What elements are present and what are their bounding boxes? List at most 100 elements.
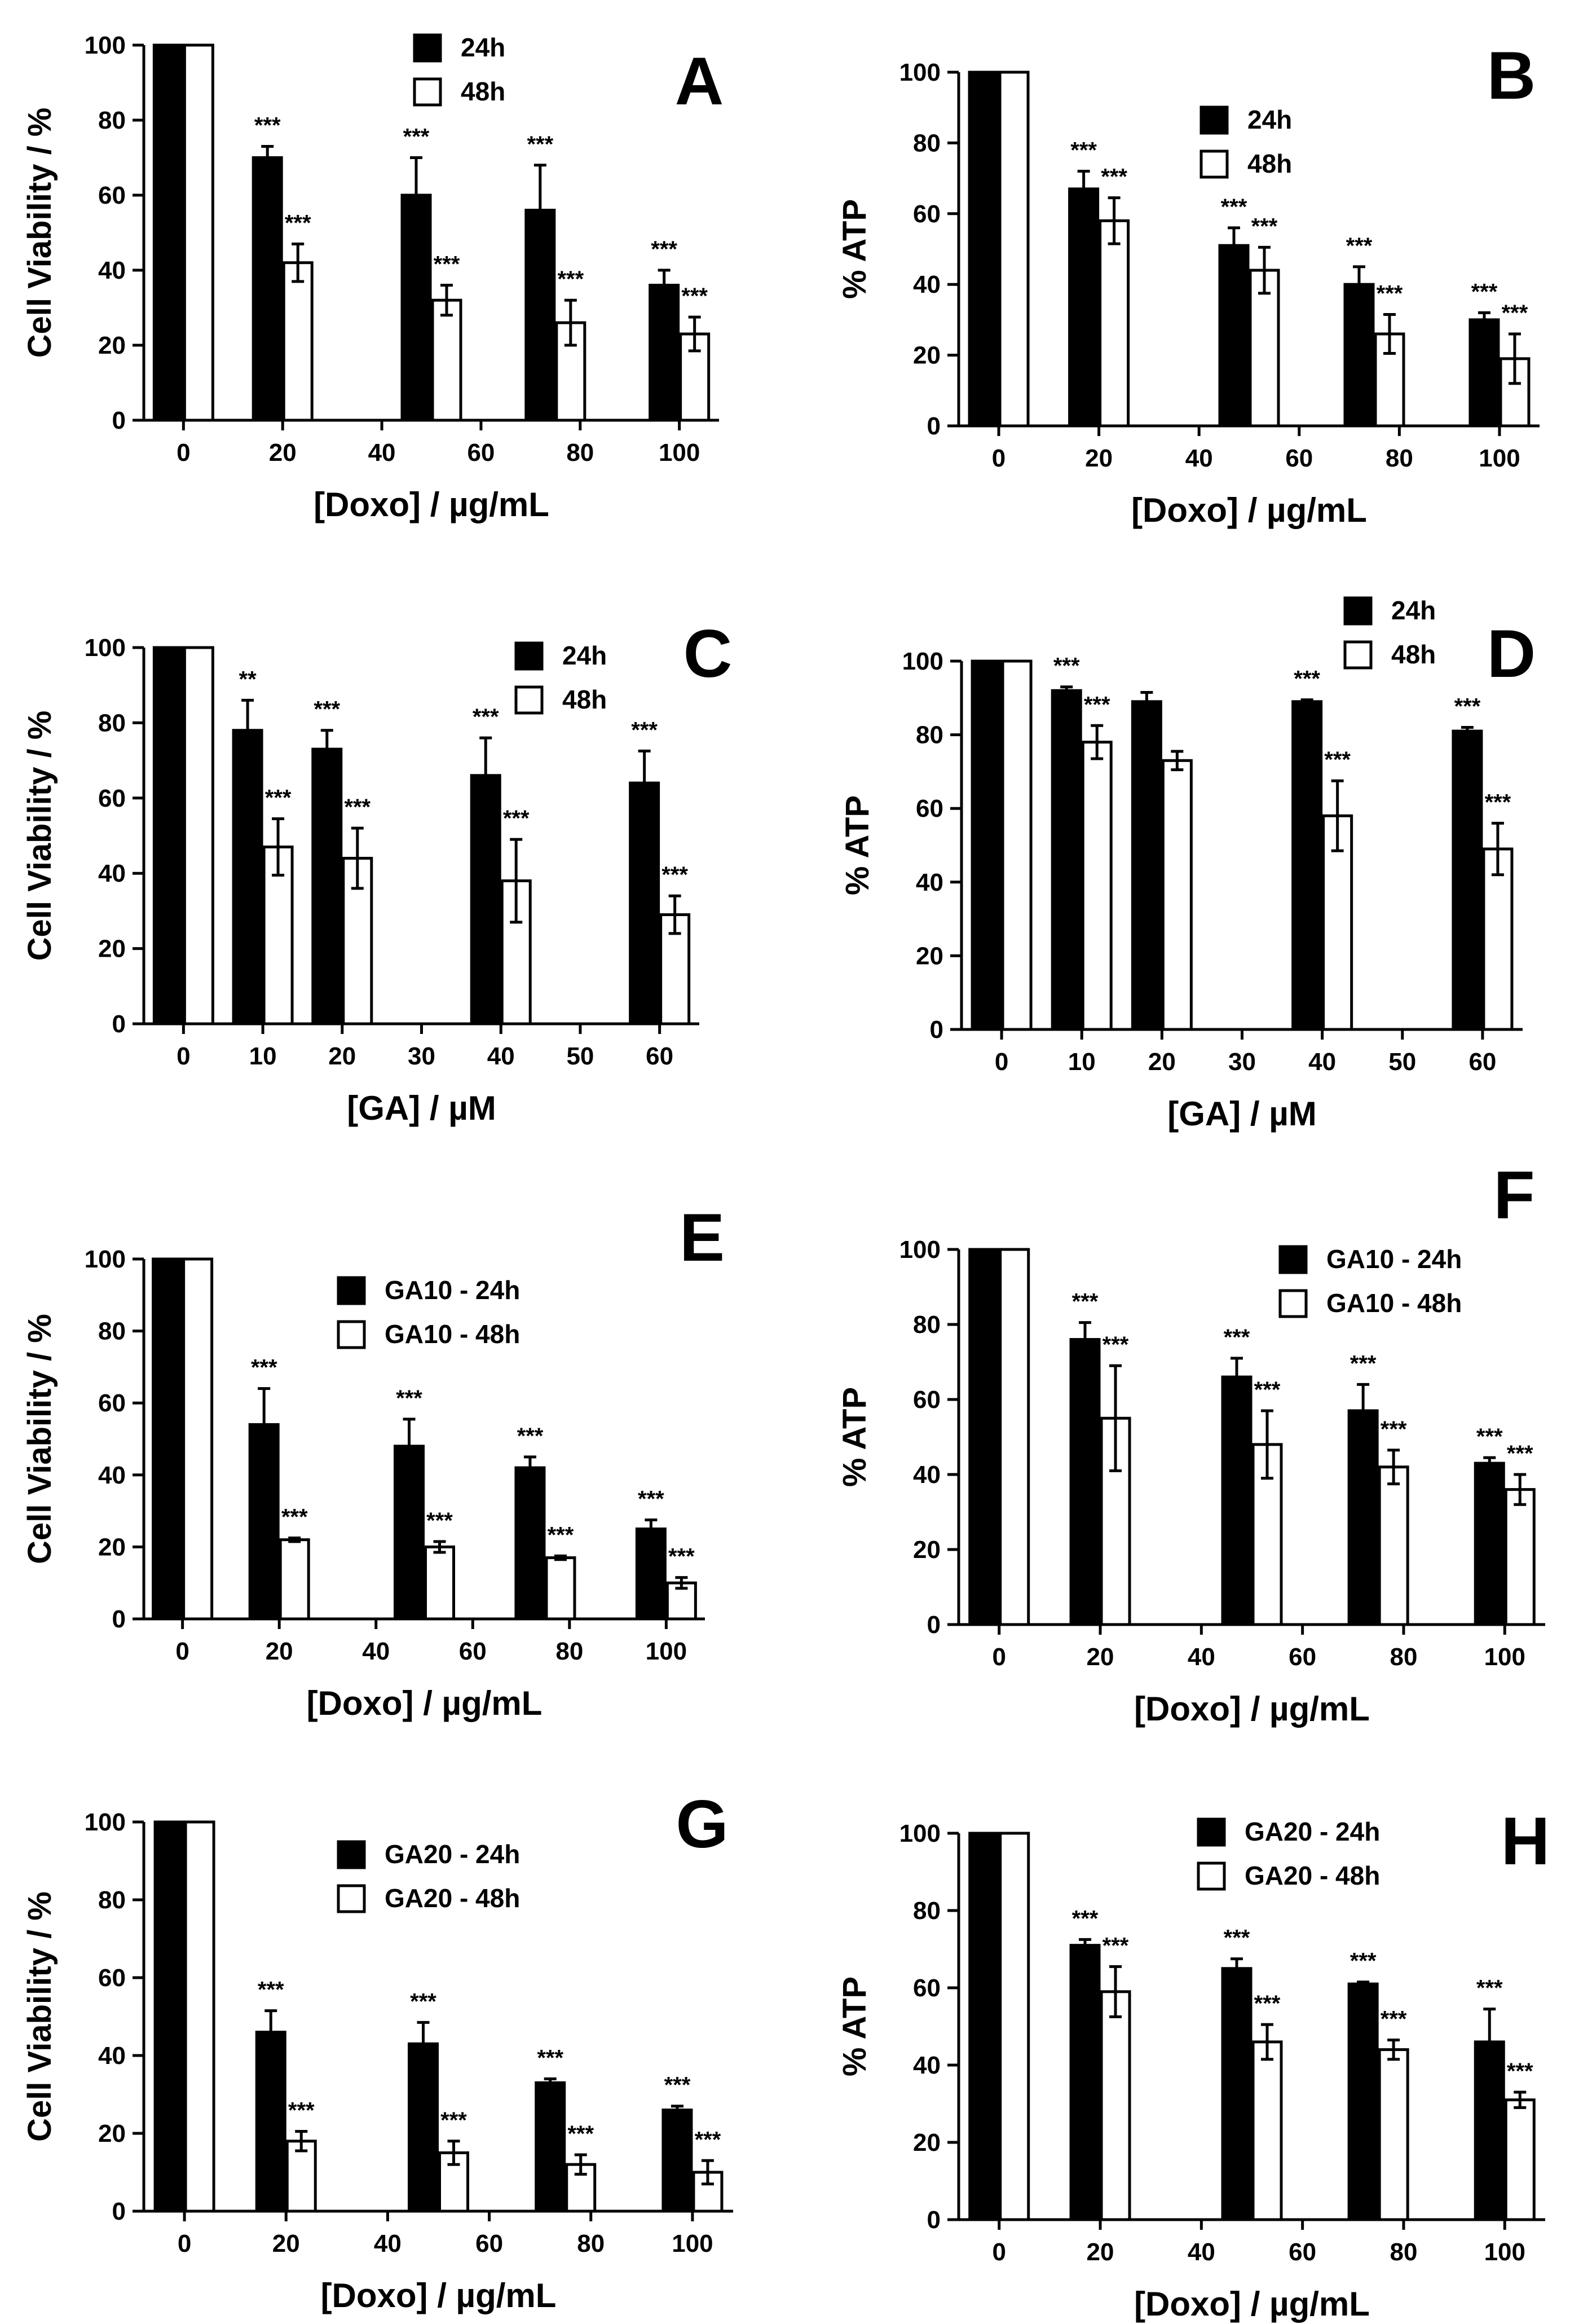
legend-label: GA20 - 24h [1245,1817,1380,1846]
significance-label: *** [314,697,340,722]
y-tick-label: 0 [927,2206,941,2234]
bar-light [279,1538,310,1621]
bar-light [1161,759,1193,1031]
x-axis-title: [Doxo] / µg/mL [314,486,549,523]
y-tick-label: 0 [930,1016,943,1044]
y-tick-label: 100 [902,648,943,675]
bar-dark [535,2081,566,2213]
x-tick-label: 0 [992,1643,1005,1671]
bar-dark [408,2042,439,2213]
x-tick-label: 20 [328,1042,356,1070]
y-tick-label: 0 [112,2198,126,2225]
chart-panel-G: 0 20 40 60 80 100 0 20 40 60 80 100 Cell Viability /… [21,1786,733,2314]
significance-label: *** [258,1978,284,2002]
bar-light [182,1257,214,1621]
bar-dark [968,1248,1000,1626]
y-tick-label: 80 [98,1318,126,1345]
significance-label: *** [1251,214,1278,239]
y-tick-label: 100 [899,59,941,86]
significance-label: *** [1471,279,1498,304]
x-axis-title: [Doxo] / µg/mL [321,2277,557,2314]
significance-label: *** [281,1504,308,1529]
significance-label: *** [527,132,553,157]
significance-label: *** [1224,1926,1250,1951]
significance-label: *** [1254,1991,1281,2016]
y-axis-title: Cell Viability / % [21,711,58,961]
y-tick-label: 60 [913,1386,941,1414]
y-tick-label: 60 [913,1974,941,2002]
x-axis-title: [Doxo] / µg/mL [1134,1690,1370,1728]
significance-label: *** [651,237,677,262]
y-tick-label: 40 [916,869,943,896]
y-tick-label: 60 [98,1389,126,1417]
legend-swatch-light [1278,1289,1308,1318]
significance-label: *** [1350,1351,1377,1376]
bar-dark [1347,1982,1379,2221]
y-tick-label: 80 [916,721,943,749]
y-tick-label: 60 [913,200,941,228]
x-tick-label: 20 [1087,2238,1114,2266]
bar-light [1081,741,1113,1031]
x-tick-label: 80 [1390,2238,1417,2266]
legend-swatch-dark [1199,105,1229,135]
y-tick-label: 100 [899,1820,941,1847]
bar-dark [514,1466,546,1621]
x-tick-label: 50 [1388,1048,1416,1076]
x-tick-label: 80 [1390,1643,1417,1671]
legend-swatch-light [337,1884,366,1913]
bar-dark [1069,1944,1101,2221]
y-tick-label: 40 [913,271,941,298]
significance-label: *** [1381,1417,1407,1442]
bar-dark [394,1445,425,1621]
bar-light [1099,219,1130,428]
significance-label: *** [1485,790,1511,815]
significance-label: *** [1102,1933,1129,1958]
bar-dark [153,1820,185,2213]
panel-letter: D [1487,616,1536,692]
x-tick-label: 40 [374,2230,402,2257]
chart-panel-D: 0 20 40 60 80 100 0 10 20 30 40 50 60 % ATP [GA] / µM *… [839,596,1536,1133]
x-tick-label: 40 [1188,2238,1215,2266]
legend-label: 24h [461,33,505,62]
y-tick-label: 100 [85,32,126,59]
legend-swatch-dark [1343,596,1373,626]
bar-light [1504,1488,1536,1626]
x-tick-label: 60 [467,439,495,466]
y-tick-label: 100 [899,1236,941,1264]
panel-letter: F [1493,1157,1534,1233]
x-tick-label: 10 [1068,1048,1096,1076]
panel-letter: G [676,1786,728,1862]
significance-label: *** [661,862,688,887]
legend-label: GA20 - 48h [1245,1861,1380,1890]
y-tick-label: 20 [913,1536,941,1564]
bar-dark [1218,244,1250,428]
legend-swatch-dark [337,1276,366,1305]
legend-label: GA10 - 48h [1326,1288,1462,1318]
significance-label: *** [1476,1976,1503,2001]
bar-dark [1069,1338,1101,1626]
bar-dark [1347,1409,1379,1626]
y-tick-label: 100 [85,1808,126,1836]
significance-label: *** [1346,234,1373,258]
significance-label: *** [1350,1949,1377,1974]
bar-dark [1291,700,1323,1031]
bar-dark [968,1832,1000,2221]
significance-label: *** [1507,2059,1533,2084]
y-tick-label: 80 [98,709,126,737]
y-tick-label: 60 [98,182,126,209]
x-tick-label: 40 [368,439,396,466]
bar-dark [248,1423,280,1621]
bar-light [1378,2048,1409,2221]
y-tick-label: 40 [98,2042,126,2070]
chart-panel-F: 0 20 40 60 80 100 0 20 40 60 80 100 % ATP [Doxo] / µg… [836,1157,1545,1728]
x-tick-label: 0 [175,1638,189,1665]
significance-label: *** [410,1989,436,2014]
panel-letter: A [675,43,724,119]
bar-dark [1468,318,1500,428]
y-tick-label: 20 [916,942,943,970]
bar-dark [311,747,343,1025]
significance-label: *** [254,113,281,138]
y-axis-title: % ATP [839,795,876,895]
legend-label: 48h [562,685,607,714]
